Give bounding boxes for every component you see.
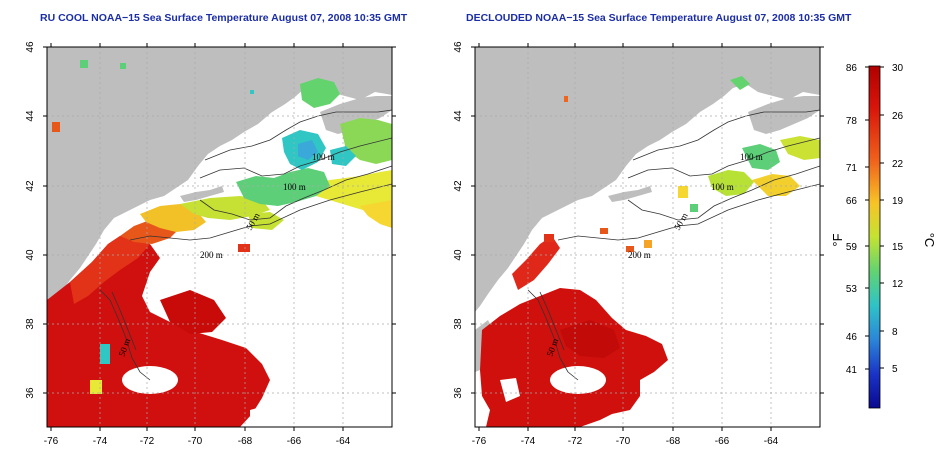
colorbar-f-tick: 46 <box>846 332 858 343</box>
right-lon-tick: -72 <box>568 436 583 447</box>
right-lon-tick: -70 <box>616 436 631 447</box>
colorbar-c-tick: 5 <box>892 364 898 375</box>
right-lon-tick: -68 <box>666 436 681 447</box>
right-map: 100 m 100 m 50 m 200 m 50 m -76 -74 -72 … <box>453 41 824 447</box>
right-lon-tick: -66 <box>715 436 730 447</box>
colorbar-f-tick: 53 <box>846 284 858 295</box>
left-shelf-sst <box>140 204 206 232</box>
colorbar-c-tick: 30 <box>892 63 904 74</box>
right-land <box>475 47 820 312</box>
colorbar: 86 78 71 66 59 53 46 41 30 26 22 19 15 1… <box>830 63 937 409</box>
right-lat-tick: 40 <box>453 249 464 261</box>
left-map: 100 m 100 m 50 m 200 m 50 m -76 -74 -72 … <box>25 41 396 447</box>
left-lat-tick: 40 <box>25 249 36 261</box>
right-lat-tick: 36 <box>453 387 464 399</box>
colorbar-f-tick: 78 <box>846 116 858 127</box>
right-lat-tick: 38 <box>453 318 464 330</box>
colorbar-f-tick: 41 <box>846 365 858 376</box>
colorbar-c-tick: 22 <box>892 159 904 170</box>
colorbar-c-tick: 12 <box>892 279 904 290</box>
right-gulf-of-maine-sst <box>742 144 780 170</box>
colorbar-f-tick: 71 <box>846 163 858 174</box>
right-lat-labels: 46 44 42 40 38 36 <box>453 41 464 399</box>
left-contour-label: 100 m <box>283 182 306 192</box>
right-warm-sst <box>480 288 668 427</box>
left-land <box>47 47 392 312</box>
right-map-frame <box>474 46 821 428</box>
left-lat-tick: 44 <box>25 110 36 122</box>
colorbar-f-tick: 66 <box>846 196 858 207</box>
colorbar-c-tick: 19 <box>892 196 904 207</box>
colorbar-scale <box>868 65 881 409</box>
colorbar-celsius-unit: °C <box>922 233 937 248</box>
colorbar-c-tick: 26 <box>892 111 904 122</box>
right-grid <box>475 47 820 427</box>
left-warm-sst <box>47 236 270 427</box>
left-map-frame <box>46 46 393 428</box>
left-lat-tick: 38 <box>25 318 36 330</box>
left-lon-tick: -68 <box>238 436 253 447</box>
right-contour-label: 100 m <box>740 152 763 162</box>
left-lat-tick: 42 <box>25 180 36 192</box>
right-panel-title: DECLOUDED NOAA−15 Sea Surface Temperatur… <box>466 12 852 24</box>
colorbar-c-tick: 15 <box>892 242 904 253</box>
right-lon-tick: -74 <box>521 436 536 447</box>
left-lat-labels: 46 44 42 40 38 36 <box>25 41 36 399</box>
left-lon-tick: -64 <box>336 436 351 447</box>
right-nova-scotia <box>748 96 820 134</box>
colorbar-f-tick: 86 <box>846 63 858 74</box>
left-lon-tick: -70 <box>188 436 203 447</box>
left-panel-title: RU COOL NOAA−15 Sea Surface Temperature … <box>40 12 408 24</box>
left-contour-label: 100 m <box>312 152 335 162</box>
left-lon-tick: -76 <box>44 436 59 447</box>
colorbar-c-tick: 8 <box>892 327 898 338</box>
left-lon-tick: -66 <box>287 436 302 447</box>
colorbar-ticks <box>865 66 884 370</box>
left-lon-tick: -74 <box>93 436 108 447</box>
right-lon-tick: -64 <box>764 436 779 447</box>
right-contour-label: 200 m <box>628 250 651 260</box>
left-axis-ticks <box>43 43 396 431</box>
left-lat-tick: 46 <box>25 41 36 53</box>
left-contour-label: 200 m <box>200 250 223 260</box>
right-contour-label: 100 m <box>711 182 734 192</box>
left-nova-scotia <box>320 96 392 134</box>
colorbar-fahrenheit-unit: °F <box>830 233 845 246</box>
left-lon-labels: -76 -74 -72 -70 -68 -66 -64 <box>44 436 351 447</box>
left-gulf-of-maine-sst <box>236 168 330 206</box>
right-lon-labels: -76 -74 -72 -70 -68 -66 -64 <box>472 436 779 447</box>
colorbar-f-tick: 59 <box>846 242 858 253</box>
right-lat-tick: 44 <box>453 110 464 122</box>
right-lat-tick: 46 <box>453 41 464 53</box>
left-grid <box>47 47 392 427</box>
right-lon-tick: -76 <box>472 436 487 447</box>
left-lat-tick: 36 <box>25 387 36 399</box>
right-bathymetry-contours <box>527 109 820 381</box>
right-lat-tick: 42 <box>453 180 464 192</box>
left-lon-tick: -72 <box>140 436 155 447</box>
right-axis-ticks <box>471 43 824 431</box>
